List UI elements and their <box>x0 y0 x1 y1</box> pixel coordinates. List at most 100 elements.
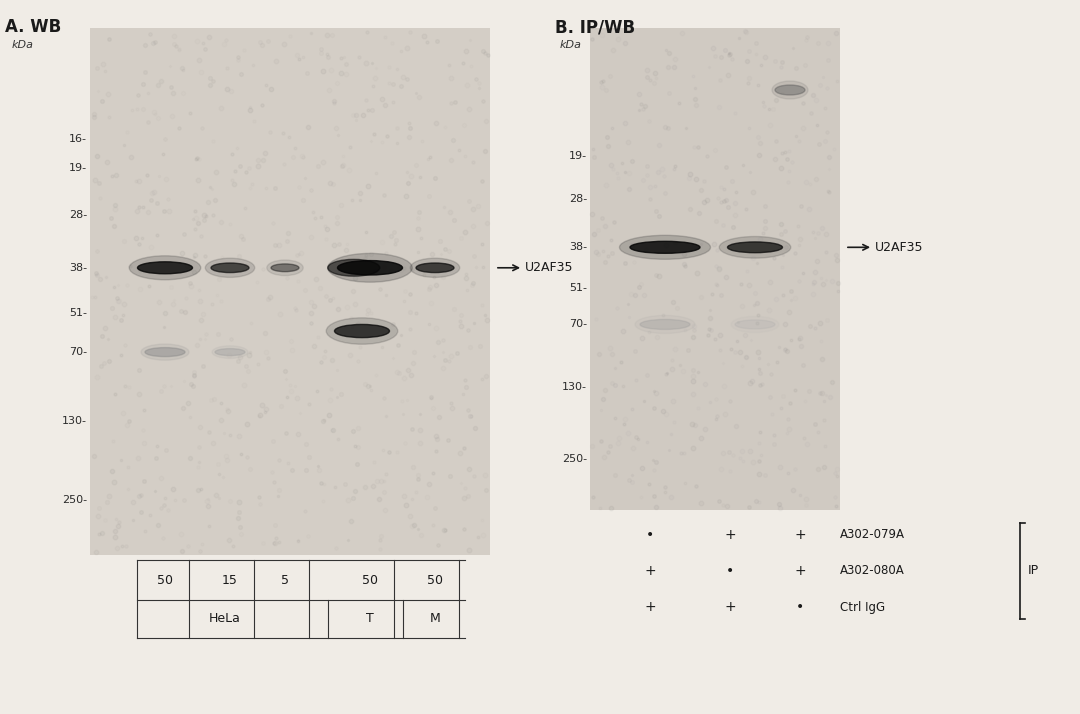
Point <box>799 31 816 43</box>
Point <box>617 118 634 129</box>
Point <box>100 34 118 45</box>
Point <box>216 38 233 49</box>
Point <box>224 149 241 160</box>
Point <box>797 176 814 188</box>
Point <box>702 313 719 324</box>
Point <box>174 545 191 557</box>
Point <box>245 115 262 126</box>
Point <box>781 423 798 435</box>
Point <box>308 385 325 396</box>
Point <box>779 413 796 425</box>
Point <box>350 423 367 434</box>
Point <box>124 104 141 116</box>
Point <box>249 358 267 370</box>
Point <box>399 42 416 54</box>
Point <box>737 26 754 38</box>
Point <box>343 194 361 206</box>
Text: 50: 50 <box>427 573 443 586</box>
Point <box>234 233 252 244</box>
Point <box>171 44 188 55</box>
Point <box>282 380 299 391</box>
Point <box>397 190 415 201</box>
Point <box>178 261 195 272</box>
Point <box>266 537 283 548</box>
Text: •: • <box>726 564 734 578</box>
Point <box>363 384 380 396</box>
Point <box>400 118 417 129</box>
Point <box>620 136 637 148</box>
Point <box>623 476 640 487</box>
Point <box>809 426 826 438</box>
Point <box>715 499 732 511</box>
Point <box>149 112 166 124</box>
Point <box>411 171 429 183</box>
Point <box>657 482 674 493</box>
Point <box>314 65 332 76</box>
Point <box>351 194 368 206</box>
Point <box>324 354 341 366</box>
Point <box>659 61 676 72</box>
Point <box>305 300 322 311</box>
Point <box>805 276 822 288</box>
Point <box>761 276 779 288</box>
Text: +: + <box>644 564 656 578</box>
Point <box>447 96 464 107</box>
Point <box>364 480 381 491</box>
Point <box>91 273 108 285</box>
Point <box>186 223 203 234</box>
Point <box>249 154 267 165</box>
Text: 51-: 51- <box>569 283 588 293</box>
Point <box>241 163 258 174</box>
Ellipse shape <box>145 348 185 356</box>
Point <box>270 485 287 496</box>
Point <box>220 535 238 546</box>
Point <box>189 484 206 496</box>
Point <box>441 59 458 71</box>
Point <box>392 330 409 341</box>
Point <box>254 99 271 110</box>
Point <box>270 536 287 548</box>
Point <box>204 298 221 310</box>
Point <box>333 53 350 64</box>
Point <box>186 205 203 216</box>
Point <box>185 366 202 378</box>
Point <box>725 221 742 233</box>
Point <box>478 217 496 228</box>
Point <box>687 419 704 431</box>
Point <box>409 524 427 536</box>
Point <box>356 378 374 390</box>
Ellipse shape <box>267 260 303 276</box>
Point <box>671 359 688 371</box>
Point <box>204 136 221 147</box>
Point <box>811 317 828 328</box>
Point <box>440 245 457 256</box>
Point <box>613 158 631 169</box>
Point <box>645 464 662 476</box>
Point <box>413 232 430 243</box>
Point <box>192 314 210 326</box>
Point <box>747 37 765 49</box>
Point <box>83 291 100 303</box>
Point <box>420 318 437 329</box>
Point <box>453 309 470 321</box>
Point <box>584 144 602 155</box>
Ellipse shape <box>772 81 808 99</box>
Point <box>154 149 172 160</box>
Point <box>395 491 413 502</box>
Point <box>152 385 170 396</box>
Point <box>740 72 757 84</box>
Point <box>720 49 738 61</box>
Point <box>164 298 181 309</box>
Point <box>464 156 482 167</box>
Point <box>405 461 422 473</box>
Point <box>605 44 622 56</box>
Point <box>267 538 284 549</box>
Point <box>782 285 799 296</box>
Point <box>329 303 347 315</box>
Point <box>409 213 427 224</box>
Text: kDa: kDa <box>561 40 582 50</box>
Point <box>312 477 329 488</box>
Point <box>715 447 732 458</box>
Point <box>274 127 292 139</box>
Point <box>99 333 117 345</box>
